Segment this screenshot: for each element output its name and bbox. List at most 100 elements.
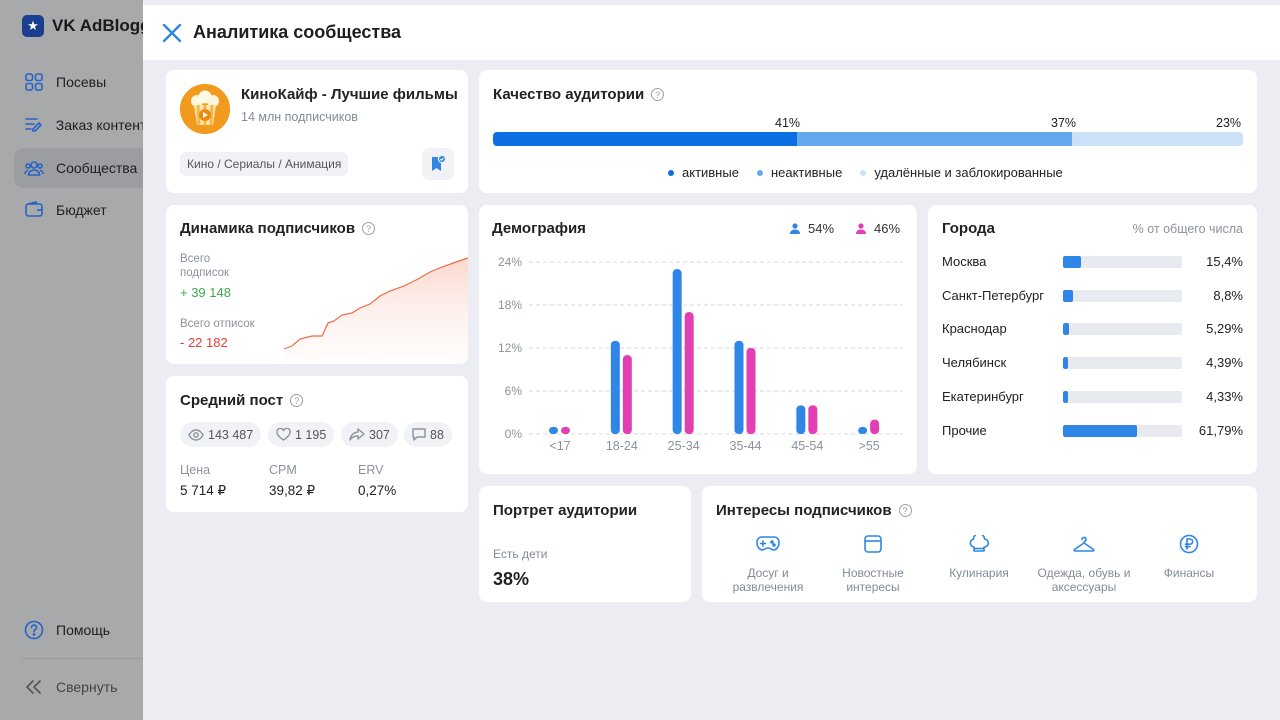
views-pill: 143 487 bbox=[180, 422, 262, 447]
cities-note: % от общего числа bbox=[1132, 222, 1243, 236]
help-icon[interactable]: ? bbox=[362, 222, 376, 235]
y-tick-label: 6% bbox=[505, 384, 523, 398]
help-label: Помощь bbox=[56, 622, 111, 638]
cities-card: Города % от общего числа Москва 15,4% Санк… bbox=[928, 205, 1257, 474]
brand-name: VK AdBlogger bbox=[52, 16, 167, 35]
bar-male bbox=[549, 426, 558, 434]
bar-male bbox=[796, 405, 806, 434]
city-bar-fill bbox=[1063, 357, 1069, 369]
x-tick-label: <17 bbox=[549, 439, 570, 453]
city-row: Москва 15,4% bbox=[942, 252, 1243, 272]
sidebar-item-label: Посевы bbox=[56, 74, 107, 90]
sidebar-item-content-order[interactable]: Заказ контента bbox=[14, 105, 154, 145]
demography-card: Демография 54% 46% 0% 6% 12% 18% 24% <17 18-24… bbox=[479, 205, 917, 474]
subs-value: + 39 148 bbox=[180, 285, 231, 300]
quality-stacked-bar bbox=[493, 132, 1243, 146]
card-title: Динамика подписчиков ? bbox=[180, 220, 376, 237]
close-icon[interactable] bbox=[161, 22, 183, 44]
city-pct: 5,29% bbox=[1206, 321, 1243, 336]
erv-value: 0,27% bbox=[358, 483, 397, 498]
interests-title: Интересы подписчиков bbox=[716, 502, 892, 519]
bar-female bbox=[561, 426, 570, 434]
sidebar-item-label: Бюджет bbox=[56, 202, 107, 218]
city-pct: 8,8% bbox=[1213, 288, 1243, 303]
community-card: КиноКайф - Лучшие фильмы 14 млн подписчи… bbox=[166, 70, 468, 193]
subscriber-trend-sparkline bbox=[283, 257, 468, 364]
card-title: Интересы подписчиков ? bbox=[716, 502, 912, 519]
interest-news: Новостные интересы bbox=[818, 532, 928, 594]
city-bar-fill bbox=[1063, 391, 1069, 403]
x-tick-label: 45-54 bbox=[791, 439, 823, 453]
y-tick-label: 18% bbox=[498, 298, 522, 312]
views-value: 143 487 bbox=[208, 427, 254, 442]
cpm-value: 39,82 ₽ bbox=[269, 483, 316, 498]
city-bar-fill bbox=[1063, 290, 1074, 302]
quality-pct-inactive: 37% bbox=[1051, 116, 1077, 130]
interest-finance: Финансы bbox=[1134, 532, 1244, 580]
bookmark-button[interactable] bbox=[422, 148, 454, 180]
audience-portrait-card: Портрет аудитории Есть дети 38% bbox=[479, 486, 691, 602]
help-icon[interactable]: ? bbox=[651, 88, 665, 101]
x-tick-label: >55 bbox=[859, 439, 880, 453]
comment-icon bbox=[412, 428, 426, 441]
sidebar-item-label: Заказ контента bbox=[55, 117, 154, 133]
interest-label: Финансы bbox=[1163, 566, 1215, 580]
share-icon bbox=[349, 428, 365, 441]
city-bar-track bbox=[1063, 290, 1182, 302]
male-pct: 54% bbox=[808, 221, 835, 236]
city-bar-fill bbox=[1063, 256, 1082, 268]
female-share: 46% bbox=[856, 221, 900, 236]
bar-female bbox=[870, 419, 880, 434]
help-button[interactable]: Помощь bbox=[14, 610, 154, 650]
card-title: Средний пост ? bbox=[180, 392, 304, 409]
city-name: Екатеринбург bbox=[942, 389, 1024, 404]
modal-title: Аналитика сообщества bbox=[193, 22, 402, 42]
quality-segment-deleted bbox=[1072, 132, 1243, 146]
sidebar-item-budget[interactable]: Бюджет bbox=[14, 190, 154, 230]
question-circle-icon bbox=[24, 620, 44, 640]
unsubs-label: Всего отписок bbox=[180, 318, 255, 330]
legend-item-active: активные bbox=[668, 165, 739, 180]
sidebar-item-label: Сообщества bbox=[56, 160, 138, 176]
city-name: Челябинск bbox=[942, 355, 1007, 370]
shares-value: 307 bbox=[369, 427, 390, 442]
sidebar-item-communities[interactable]: Сообщества bbox=[14, 148, 154, 188]
bar-male bbox=[672, 269, 682, 434]
price-label: Цена bbox=[180, 463, 211, 477]
legend-item-inactive: неактивные bbox=[756, 165, 842, 180]
interest-label: Досуг и развлечения bbox=[732, 566, 804, 594]
chef-hat-icon bbox=[924, 532, 1034, 556]
eye-icon bbox=[188, 428, 204, 441]
x-tick-label: 25-34 bbox=[668, 439, 700, 453]
city-row: Челябинск 4,39% bbox=[942, 353, 1243, 373]
interest-cooking: Кулинария bbox=[924, 532, 1034, 580]
sidebar-item-posevy[interactable]: Посевы bbox=[14, 62, 154, 102]
x-tick-label: 18-24 bbox=[606, 439, 638, 453]
female-person-icon bbox=[856, 223, 866, 234]
grid-icon bbox=[24, 72, 44, 92]
subscriber-dynamics-card: Динамика подписчиков ? Всего подписок + … bbox=[166, 205, 468, 364]
average-post-card: Средний пост ? 143 487 1 195 307 88 Цена… bbox=[166, 376, 468, 512]
city-bar-track bbox=[1063, 256, 1182, 268]
interest-label: Новостные интересы bbox=[842, 566, 904, 594]
bar-female bbox=[684, 312, 694, 434]
help-icon[interactable]: ? bbox=[898, 504, 912, 517]
city-name: Прочие bbox=[942, 423, 987, 438]
subs-label: Всего подписок bbox=[180, 253, 230, 279]
y-tick-label: 12% bbox=[498, 341, 522, 355]
unsubs-value: - 22 182 bbox=[180, 335, 228, 350]
quality-title: Качество аудитории bbox=[493, 86, 645, 103]
brand[interactable]: ★ VK AdBlogger bbox=[22, 15, 167, 37]
avg-post-title: Средний пост bbox=[180, 392, 284, 409]
male-share: 54% bbox=[790, 221, 834, 236]
collapse-label: Свернуть bbox=[56, 679, 118, 695]
category-tag: Кино / Сериалы / Анимация bbox=[180, 152, 349, 176]
analytics-modal: Аналитика сообщества КиноКайф - Лучшие ф… bbox=[143, 5, 1280, 715]
interest-clothing: Одежда, обувь и аксессуары bbox=[1029, 532, 1139, 594]
community-name[interactable]: КиноКайф - Лучшие фильмы bbox=[241, 86, 458, 103]
collapse-button[interactable]: Свернуть bbox=[14, 667, 154, 707]
price-value: 5 714 ₽ bbox=[180, 483, 227, 498]
help-icon[interactable]: ? bbox=[290, 394, 304, 407]
y-tick-label: 0% bbox=[505, 427, 523, 441]
subscriber-count: 14 млн подписчиков bbox=[241, 110, 358, 124]
